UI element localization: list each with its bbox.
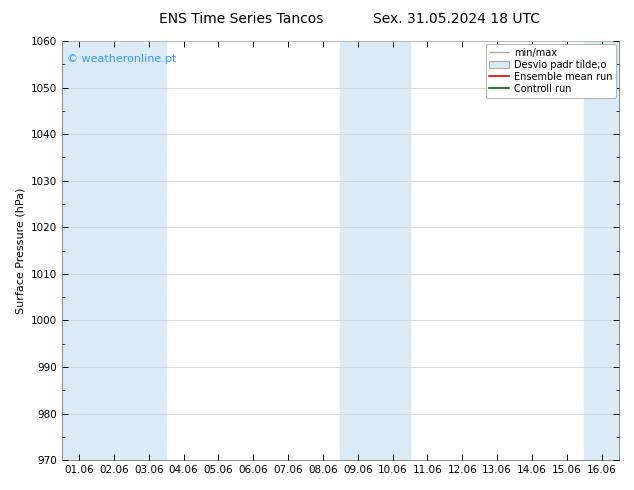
Bar bbox=[340, 41, 410, 460]
Text: ENS Time Series Tancos: ENS Time Series Tancos bbox=[158, 12, 323, 26]
Bar bbox=[584, 41, 619, 460]
Y-axis label: Surface Pressure (hPa): Surface Pressure (hPa) bbox=[15, 187, 25, 314]
Text: © weatheronline.pt: © weatheronline.pt bbox=[67, 53, 176, 64]
Bar bbox=[61, 41, 166, 460]
Text: Sex. 31.05.2024 18 UTC: Sex. 31.05.2024 18 UTC bbox=[373, 12, 540, 26]
Legend: min/max, Desvio padr tilde;o, Ensemble mean run, Controll run: min/max, Desvio padr tilde;o, Ensemble m… bbox=[486, 44, 616, 98]
